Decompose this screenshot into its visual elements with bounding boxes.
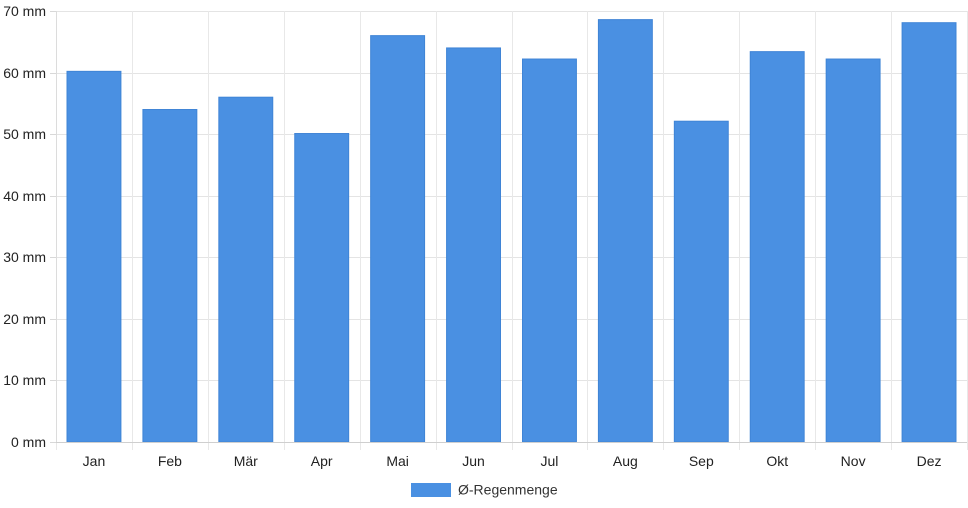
bar-9[interactable]: [749, 51, 805, 443]
x-axis-tick-labels: Jan Feb Mär Apr Mai Jun Jul Aug Sep Okt Nov Dez: [83, 453, 942, 469]
y-tick-label-3: 30 mm: [3, 249, 46, 265]
y-tick-label-7: 70 mm: [3, 3, 46, 19]
x-tick-label-3: Apr: [311, 453, 333, 469]
bar-2[interactable]: [218, 96, 274, 443]
legend-label: Ø-Regenmenge: [458, 482, 558, 498]
bar-4[interactable]: [370, 35, 426, 443]
bar-6[interactable]: [522, 58, 577, 443]
y-tick-label-1: 10 mm: [3, 372, 46, 388]
bar-8[interactable]: [673, 120, 729, 443]
bar-1[interactable]: [142, 109, 198, 443]
bar-10[interactable]: [825, 58, 881, 443]
y-tick-label-6: 60 mm: [3, 65, 46, 81]
x-tick-label-2: Mär: [234, 453, 258, 469]
x-tick-label-9: Okt: [766, 453, 788, 469]
y-tick-label-2: 20 mm: [3, 311, 46, 327]
x-tick-label-11: Dez: [917, 453, 942, 469]
x-tick-label-1: Feb: [158, 453, 182, 469]
y-tick-label-4: 40 mm: [3, 188, 46, 204]
bars-group: [66, 19, 957, 443]
bar-11[interactable]: [901, 22, 957, 443]
x-tick-label-6: Jul: [541, 453, 559, 469]
axes-group: [56, 11, 967, 443]
x-tick-label-0: Jan: [83, 453, 106, 469]
grid-lines: [50, 11, 968, 450]
bar-5[interactable]: [446, 47, 502, 443]
legend-swatch: [411, 483, 451, 497]
x-tick-label-10: Nov: [841, 453, 866, 469]
legend[interactable]: Ø-Regenmenge: [411, 482, 558, 498]
bar-3[interactable]: [294, 133, 350, 443]
bar-0[interactable]: [66, 70, 122, 443]
y-axis-tick-labels: 0 mm 10 mm 20 mm 30 mm 40 mm 50 mm 60 mm 70 mm: [3, 3, 46, 450]
x-tick-label-7: Aug: [613, 453, 638, 469]
x-tick-label-8: Sep: [689, 453, 714, 469]
y-tick-label-0: 0 mm: [11, 434, 46, 450]
x-tick-label-5: Jun: [462, 453, 485, 469]
bar-7[interactable]: [597, 19, 653, 443]
y-tick-label-5: 50 mm: [3, 126, 46, 142]
x-tick-label-4: Mai: [386, 453, 409, 469]
